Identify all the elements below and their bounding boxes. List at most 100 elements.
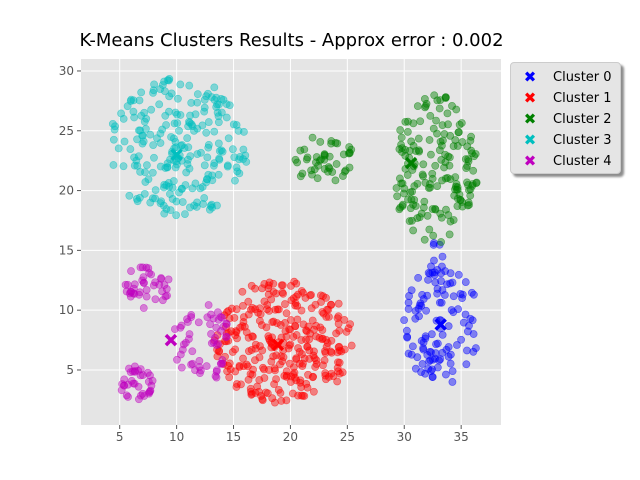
cluster-3-point — [141, 178, 150, 186]
cluster-1-point — [251, 344, 260, 353]
cluster-1-point — [292, 279, 301, 288]
cluster-2-point — [411, 202, 420, 210]
cluster-3-point — [140, 108, 149, 117]
cluster-1-point — [334, 299, 343, 308]
cluster-3-point — [156, 85, 165, 93]
cluster-2-point — [395, 205, 404, 214]
cluster-1-point — [277, 396, 286, 405]
cluster-1-point — [255, 353, 264, 362]
cluster-1-point — [247, 387, 255, 396]
x-tick-label: 10 — [169, 430, 184, 444]
cluster-2-point — [397, 133, 406, 142]
cluster-0-point — [469, 330, 478, 338]
cluster-1-point — [262, 323, 271, 332]
cluster-3-point — [149, 88, 157, 97]
cluster-3-point — [215, 147, 224, 155]
cluster-4-point — [194, 318, 203, 327]
cluster-3-point — [171, 138, 180, 146]
cluster-1-point — [309, 372, 318, 381]
cluster-2-point — [433, 182, 442, 190]
cluster-2-point — [437, 238, 445, 246]
cluster-0-point — [430, 268, 439, 277]
cluster-4-point — [222, 332, 231, 341]
cluster-2-point — [430, 91, 439, 100]
cluster-2-point — [443, 109, 452, 118]
cluster-1-point — [303, 342, 312, 351]
cluster-2-point — [425, 225, 434, 234]
cluster-1-centroid — [271, 338, 285, 352]
cluster-4-point — [147, 381, 156, 390]
cluster-3-point — [204, 140, 213, 149]
cluster-0-point — [405, 292, 413, 300]
cluster-0-point — [471, 344, 480, 353]
cluster-3-point — [149, 141, 158, 149]
cluster-1-point — [281, 300, 289, 308]
cluster-2-point — [453, 142, 462, 150]
cluster-3-point — [150, 153, 158, 162]
cluster-1-point — [282, 309, 291, 318]
cluster-2-point — [332, 160, 341, 168]
cluster-0-point — [454, 305, 462, 314]
cluster-0-point — [449, 292, 458, 301]
cluster-3-point — [151, 186, 160, 195]
cluster-1-point — [238, 287, 247, 296]
cluster-0-point — [429, 355, 437, 364]
cluster-3-point — [169, 177, 178, 185]
cluster-3-point — [184, 122, 193, 131]
cluster-1-point — [299, 288, 307, 297]
cluster-1-point — [270, 380, 279, 389]
cluster-1-point — [327, 348, 336, 357]
cluster-3-point — [125, 191, 134, 200]
y-tick-label: 10 — [59, 303, 74, 317]
cluster-2-point — [420, 95, 429, 103]
x-marker-icon: ✖ — [523, 68, 537, 86]
cluster-2-point — [341, 166, 350, 175]
cluster-1-point — [253, 382, 262, 391]
cluster-2-point — [441, 174, 450, 183]
y-tick-label: 25 — [59, 124, 74, 138]
cluster-4-point — [217, 327, 225, 335]
cluster-1-point — [264, 284, 273, 293]
cluster-3-point — [232, 121, 241, 129]
cluster-0-point — [463, 327, 472, 336]
cluster-3-point — [156, 199, 165, 208]
cluster-3-point — [203, 175, 211, 183]
cluster-1-point — [332, 329, 341, 338]
cluster-4-point — [149, 281, 158, 290]
cluster-1-point — [327, 301, 336, 309]
cluster-3-point — [141, 168, 149, 177]
cluster-1-point — [233, 334, 241, 343]
cluster-3-point — [164, 179, 173, 187]
cluster-3-point — [224, 134, 233, 143]
cluster-1-point — [286, 325, 295, 334]
cluster-3-point — [119, 114, 128, 123]
cluster-4-point — [185, 330, 194, 339]
cluster-1-point — [320, 356, 329, 365]
cluster-0-point — [440, 291, 449, 299]
cluster-1-point — [298, 350, 306, 358]
cluster-1-point — [263, 389, 272, 398]
cluster-3-point — [138, 139, 147, 148]
cluster-3-point — [142, 114, 151, 123]
cluster-2-point — [431, 204, 439, 213]
cluster-1-point — [337, 347, 346, 356]
cluster-0-point — [453, 341, 461, 349]
cluster-3-point — [130, 113, 139, 122]
cluster-0-point — [417, 368, 426, 376]
cluster-4-point — [202, 362, 211, 371]
cluster-1-point — [297, 336, 306, 344]
cluster-4-point — [134, 395, 143, 404]
cluster-1-point — [279, 353, 288, 362]
cluster-0-point — [417, 302, 426, 310]
cluster-2-point — [463, 201, 472, 210]
cluster-1-point — [300, 392, 309, 400]
cluster-1-point — [248, 390, 256, 398]
centroid-markers — [164, 148, 447, 352]
cluster-4-point — [146, 386, 155, 395]
cluster-1-point — [256, 310, 265, 319]
cluster-1-point — [317, 298, 325, 306]
cluster-2-point — [444, 152, 453, 161]
cluster-1-point — [272, 351, 281, 360]
cluster-4-point — [144, 264, 153, 273]
x-marker-icon: ✖ — [523, 89, 537, 107]
